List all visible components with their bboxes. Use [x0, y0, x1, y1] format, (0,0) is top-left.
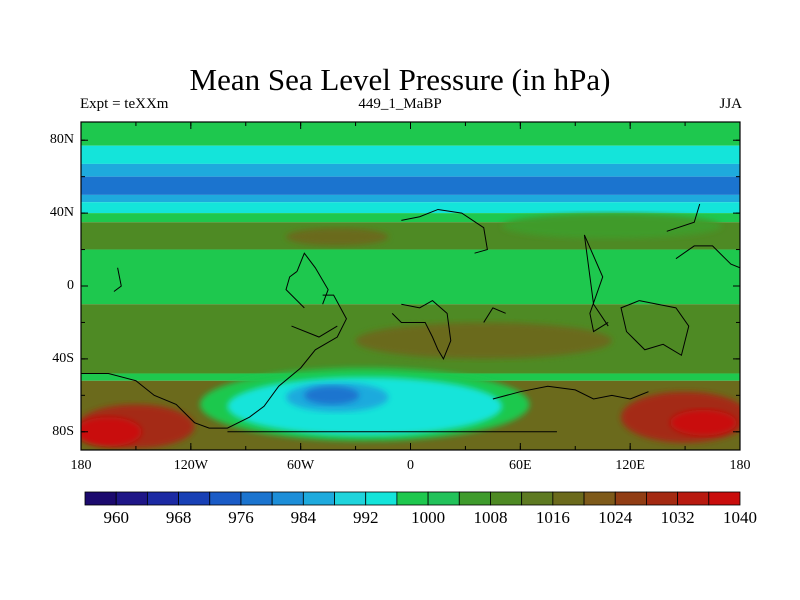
colorbar-swatch: [552, 491, 585, 506]
x-tick-label: 60E: [509, 458, 532, 473]
colorbar-swatch: [708, 491, 741, 506]
y-tick-label: 80S: [52, 423, 74, 439]
coastline: [401, 208, 488, 254]
pressure-band: [81, 176, 740, 195]
colorbar-swatch: [240, 491, 273, 506]
colorbar-swatch: [614, 491, 647, 506]
colorbar-label: 984: [290, 508, 317, 527]
colorbar-swatch: [271, 491, 304, 506]
pressure-cell: [304, 386, 360, 405]
colorbar-label: 968: [165, 508, 192, 527]
colorbar-label: 976: [228, 508, 254, 527]
coastline: [492, 385, 649, 400]
colorbar-swatch: [458, 491, 491, 506]
colorbar-label: 1000: [411, 508, 446, 527]
coastline: [113, 267, 122, 292]
pressure-band: [81, 202, 740, 214]
colorbar-swatch: [396, 491, 429, 506]
colorbar-swatch: [365, 491, 398, 506]
coastline: [666, 203, 701, 232]
coastline: [583, 234, 609, 327]
colorbar-swatch: [427, 491, 460, 506]
pressure-cell: [286, 227, 389, 246]
coastline: [296, 252, 329, 305]
x-tick-label: 60W: [287, 458, 315, 473]
colorbar-label: 1040: [723, 508, 757, 527]
pressure-band: [81, 163, 740, 177]
colorbar-swatch: [521, 491, 554, 506]
colorbar-swatch: [490, 491, 523, 506]
pressure-cell: [670, 409, 737, 436]
colorbar-swatch: [677, 491, 710, 506]
coastline: [583, 234, 609, 333]
y-tick-label: 0: [67, 278, 74, 293]
pressure-band: [81, 213, 740, 223]
coastline: [620, 300, 690, 357]
y-tick-label: 40S: [52, 350, 74, 366]
pressure-cell: [502, 213, 722, 239]
coastline: [285, 271, 305, 309]
colorbar-swatch: [178, 491, 211, 506]
colorbar-swatch: [146, 491, 179, 506]
coastline: [291, 325, 338, 338]
pressure-band: [81, 145, 740, 164]
colorbar-swatch: [334, 491, 367, 506]
x-tick-label: 0: [407, 458, 414, 473]
colorbar-label: 1024: [598, 508, 633, 527]
run-label: 449_1_MaBP: [358, 96, 442, 112]
pressure-cell: [355, 322, 612, 359]
pressure-band: [81, 249, 740, 305]
coastline: [81, 294, 347, 429]
pressure-band: [81, 194, 740, 203]
colorbar-swatch: [115, 491, 148, 506]
colorbar-label: 1008: [473, 508, 508, 527]
colorbar-label: 1016: [535, 508, 570, 527]
coastline: [483, 307, 506, 323]
x-tick-label: 180: [729, 458, 751, 473]
colorbar-label: 1032: [660, 508, 695, 527]
colorbar-swatch: [84, 491, 117, 506]
coastline: [391, 299, 452, 361]
x-tick-label: 120W: [173, 458, 208, 473]
colorbar-swatch: [646, 491, 679, 506]
x-tick-label: 180: [70, 458, 92, 473]
experiment-label: Expt = teXXm: [80, 96, 169, 112]
x-tick-label: 120E: [615, 458, 645, 473]
pressure-band: [81, 122, 740, 146]
coastline: [675, 245, 740, 269]
pressure-field: [81, 122, 740, 450]
season-label: JJA: [719, 96, 742, 112]
colorbar-swatch: [209, 491, 242, 506]
colorbar-label: 992: [352, 508, 379, 527]
colorbar-swatch: [583, 491, 616, 506]
colorbar-label: 960: [103, 508, 129, 527]
map-title: Mean Sea Level Pressure (in hPa): [189, 62, 611, 97]
colorbar-swatch: [302, 491, 335, 506]
pressure-cell: [81, 417, 142, 447]
y-tick-label: 40N: [49, 205, 74, 221]
y-tick-label: 80N: [49, 132, 74, 148]
